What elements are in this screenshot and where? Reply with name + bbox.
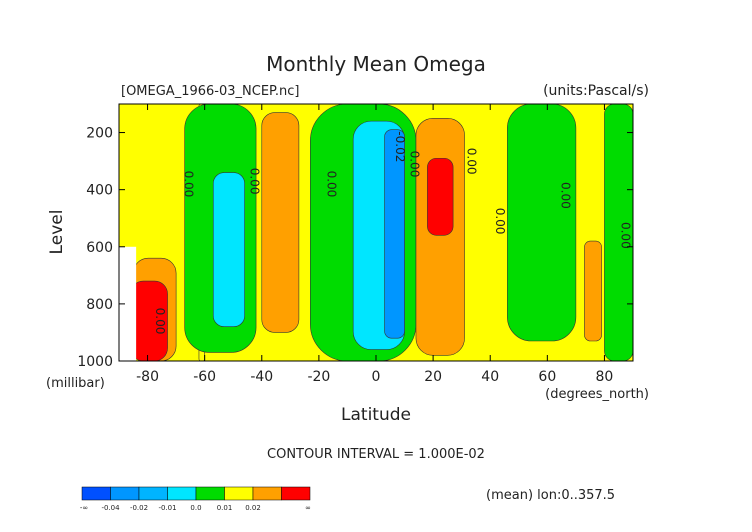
- contour-label-layer: 0.00 0.00 0.000.00-0.02 0.000.000.000.000.0…: [153, 131, 632, 334]
- colorbar-swatch: [110, 486, 140, 501]
- contour-label: 0.00: [493, 208, 507, 235]
- colorbar: -∞ -0.04 -0.02 -0.01 0.0 0.01 0.02 ∞: [80, 486, 311, 512]
- colorbar-swatch: [252, 486, 282, 501]
- contour-fill-layer: [119, 103, 634, 362]
- x-tick-label: -60: [193, 369, 216, 385]
- colorbar-tick-label: ∞: [305, 504, 311, 512]
- colorbar-swatch: [281, 486, 311, 501]
- x-tick-label: -80: [136, 369, 159, 385]
- contour-interval-text: CONTOUR INTERVAL = 1.000E-02: [267, 447, 485, 462]
- x-tick-label: -20: [307, 369, 330, 385]
- colorbar-swatch: [167, 486, 197, 501]
- contour-label: -0.02: [393, 131, 407, 162]
- contour-region: [261, 112, 300, 333]
- contour-label: 0.00: [182, 171, 196, 198]
- contour-region: [584, 240, 602, 342]
- x-axis-label: Latitude: [341, 405, 411, 425]
- colorbar-tick-label: -∞: [80, 504, 88, 512]
- y-tick-label: 600: [86, 240, 113, 256]
- y-axis: 200 400 600 800 1000: [77, 126, 633, 370]
- x-tick-label: -40: [250, 369, 273, 385]
- contour-region: [212, 172, 245, 328]
- y-tick-label: 800: [86, 297, 113, 313]
- contour-label: 0.00: [619, 222, 633, 249]
- contour-label: 0.00: [324, 171, 338, 198]
- colorbar-swatch: [224, 486, 254, 501]
- colorbar-tick-label: 0.0: [190, 504, 201, 512]
- x-tick-label: 60: [538, 369, 556, 385]
- contour-region: [507, 103, 577, 342]
- y-tick-label: 1000: [77, 354, 113, 370]
- contour-label: 0.00: [407, 151, 421, 178]
- contour-label: 0.00: [559, 182, 573, 209]
- colorbar-swatch: [195, 486, 225, 501]
- colorbar-tick-label: 0.01: [217, 504, 233, 512]
- contour-label: 0.00: [464, 148, 478, 175]
- contour-label: 0.00: [247, 168, 261, 195]
- colorbar-tick-label: -0.01: [158, 504, 176, 512]
- colorbar-swatch: [81, 486, 111, 501]
- y-tick-label: 200: [86, 126, 113, 142]
- colorbar-tick-label: 0.02: [245, 504, 261, 512]
- colorbar-swatch: [138, 486, 168, 501]
- colorbar-tick-label: -0.04: [101, 504, 120, 512]
- y-axis-units: (millibar): [46, 376, 105, 391]
- x-axis-units: (degrees_north): [545, 387, 649, 402]
- contour-region: [384, 129, 405, 339]
- y-axis-label: Level: [47, 210, 67, 255]
- file-label: [OMEGA_1966-03_NCEP.nc]: [121, 84, 299, 99]
- x-axis: -80 -60 -40 -20 0 20 40 60 80: [136, 104, 613, 385]
- chart-title: Monthly Mean Omega: [266, 52, 486, 76]
- x-tick-label: 80: [596, 369, 614, 385]
- units-label: (units:Pascal/s): [543, 83, 649, 99]
- colorbar-tick-label: -0.02: [130, 504, 148, 512]
- missing-data-region: [119, 246, 137, 361]
- contour-region: [415, 117, 465, 356]
- x-tick-label: 0: [372, 369, 381, 385]
- contour-region: [427, 157, 454, 236]
- y-tick-label: 400: [86, 183, 113, 199]
- footer-text: (mean) lon:0..357.5: [486, 488, 615, 503]
- x-tick-label: 40: [481, 369, 499, 385]
- x-tick-label: 20: [424, 369, 442, 385]
- contour-label: 0.00: [153, 308, 167, 335]
